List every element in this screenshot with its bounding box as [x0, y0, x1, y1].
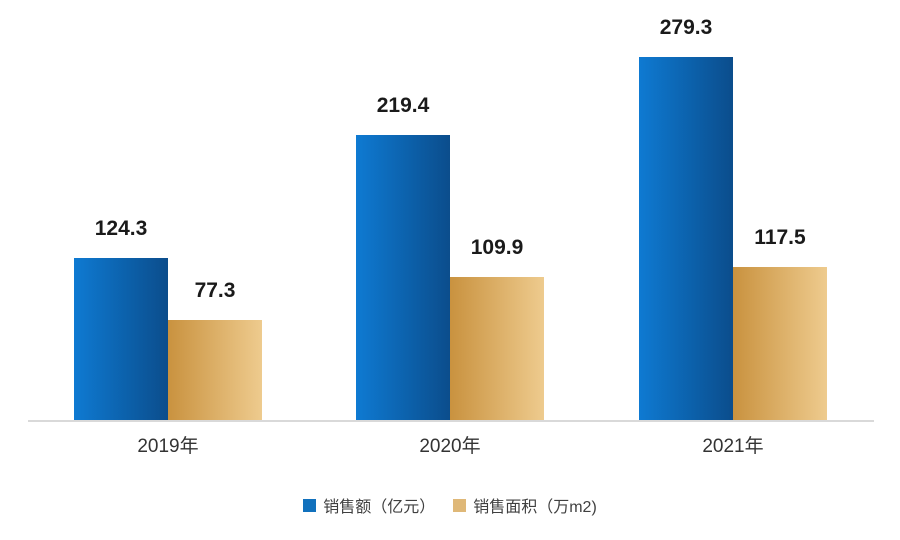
bar-series1-2021年 — [733, 267, 827, 420]
bar-value-label-series1-2021年: 117.5 — [754, 226, 806, 249]
bar-series1-2020年 — [450, 277, 544, 420]
legend-item-sales-area: 销售面积（万m2) — [453, 493, 597, 517]
x-axis-line — [28, 420, 874, 422]
bar-value-label-series0-2020年: 219.4 — [376, 94, 430, 117]
legend-item-sales-amount: 销售额（亿元） — [303, 493, 435, 517]
bar-value-label-series0-2019年: 124.3 — [94, 217, 148, 240]
bar-series1-2019年 — [168, 320, 262, 420]
chart-legend: 销售额（亿元） 销售面积（万m2) — [0, 493, 900, 517]
bar-series0-2021年 — [639, 57, 733, 420]
x-tick-label-2021年: 2021年 — [702, 436, 764, 457]
bar-series0-2020年 — [356, 135, 450, 420]
bar-value-label-series0-2021年: 279.3 — [659, 16, 713, 39]
x-tick-label-2019年: 2019年 — [137, 436, 199, 457]
legend-label-sales-area: 销售面积（万m2) — [473, 499, 597, 516]
x-tick-label-2020年: 2020年 — [419, 436, 481, 457]
legend-swatch-sales-area — [453, 498, 467, 512]
bar-value-label-series1-2020年: 109.9 — [470, 236, 524, 259]
bar-series0-2019年 — [74, 258, 168, 420]
bar-value-label-series1-2019年: 77.3 — [194, 279, 236, 302]
legend-swatch-sales-amount — [303, 498, 317, 512]
legend-label-sales-amount: 销售额（亿元） — [323, 499, 436, 516]
